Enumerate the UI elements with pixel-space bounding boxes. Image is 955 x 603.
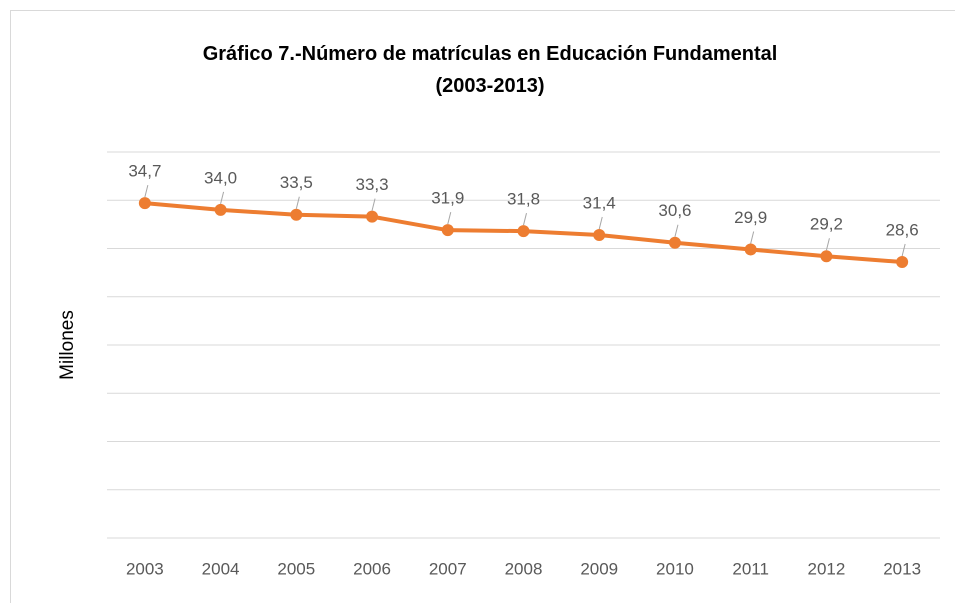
marker: [290, 208, 303, 221]
marker: [896, 256, 909, 269]
leader-line: [144, 185, 149, 198]
leader-line: [371, 198, 376, 211]
data-label: 29,2: [810, 215, 843, 234]
data-label: 33,5: [280, 173, 313, 192]
x-tick-label: 2010: [656, 559, 694, 578]
data-label: 29,9: [734, 208, 767, 227]
x-tick-label: 2012: [807, 559, 845, 578]
x-tick-label: 2006: [353, 559, 391, 578]
marker: [744, 243, 757, 256]
marker: [820, 250, 833, 263]
marker: [668, 236, 681, 249]
leader-line: [750, 231, 755, 244]
data-label: 31,4: [583, 193, 616, 212]
leader-line: [447, 212, 452, 225]
x-tick-label: 2003: [126, 559, 164, 578]
data-label: 31,8: [507, 190, 540, 209]
marker: [593, 228, 606, 241]
leader-line: [598, 216, 603, 230]
leader-line: [220, 191, 225, 205]
leader-line: [523, 213, 527, 226]
marker: [441, 224, 454, 237]
leader-line: [901, 243, 906, 257]
marker: [214, 203, 227, 216]
x-tick-label: 2004: [202, 559, 240, 578]
marker: [517, 225, 530, 238]
data-label: 34,0: [204, 168, 237, 187]
chart-title: Gráfico 7.-Número de matrículas en Educa…: [202, 43, 778, 97]
x-tick-label: 2005: [277, 559, 315, 578]
data-label: 31,9: [431, 189, 464, 208]
x-tick-label: 2011: [732, 559, 769, 578]
leader-line: [295, 196, 300, 209]
marker: [366, 210, 379, 223]
data-label: 34,7: [128, 162, 161, 181]
data-label: 33,3: [355, 175, 388, 194]
x-tick-label: 2009: [580, 559, 618, 578]
chart-border: [10, 10, 955, 603]
data-label: 28,6: [886, 220, 919, 239]
marker: [138, 197, 151, 210]
x-tick-label: 2013: [883, 559, 921, 578]
x-tick-label: 2007: [429, 559, 467, 578]
y-axis-label: Millones: [57, 310, 78, 380]
x-tick-label: 2008: [505, 559, 543, 578]
leader-line: [674, 224, 679, 237]
leader-line: [825, 238, 830, 251]
data-label: 30,6: [658, 201, 691, 220]
